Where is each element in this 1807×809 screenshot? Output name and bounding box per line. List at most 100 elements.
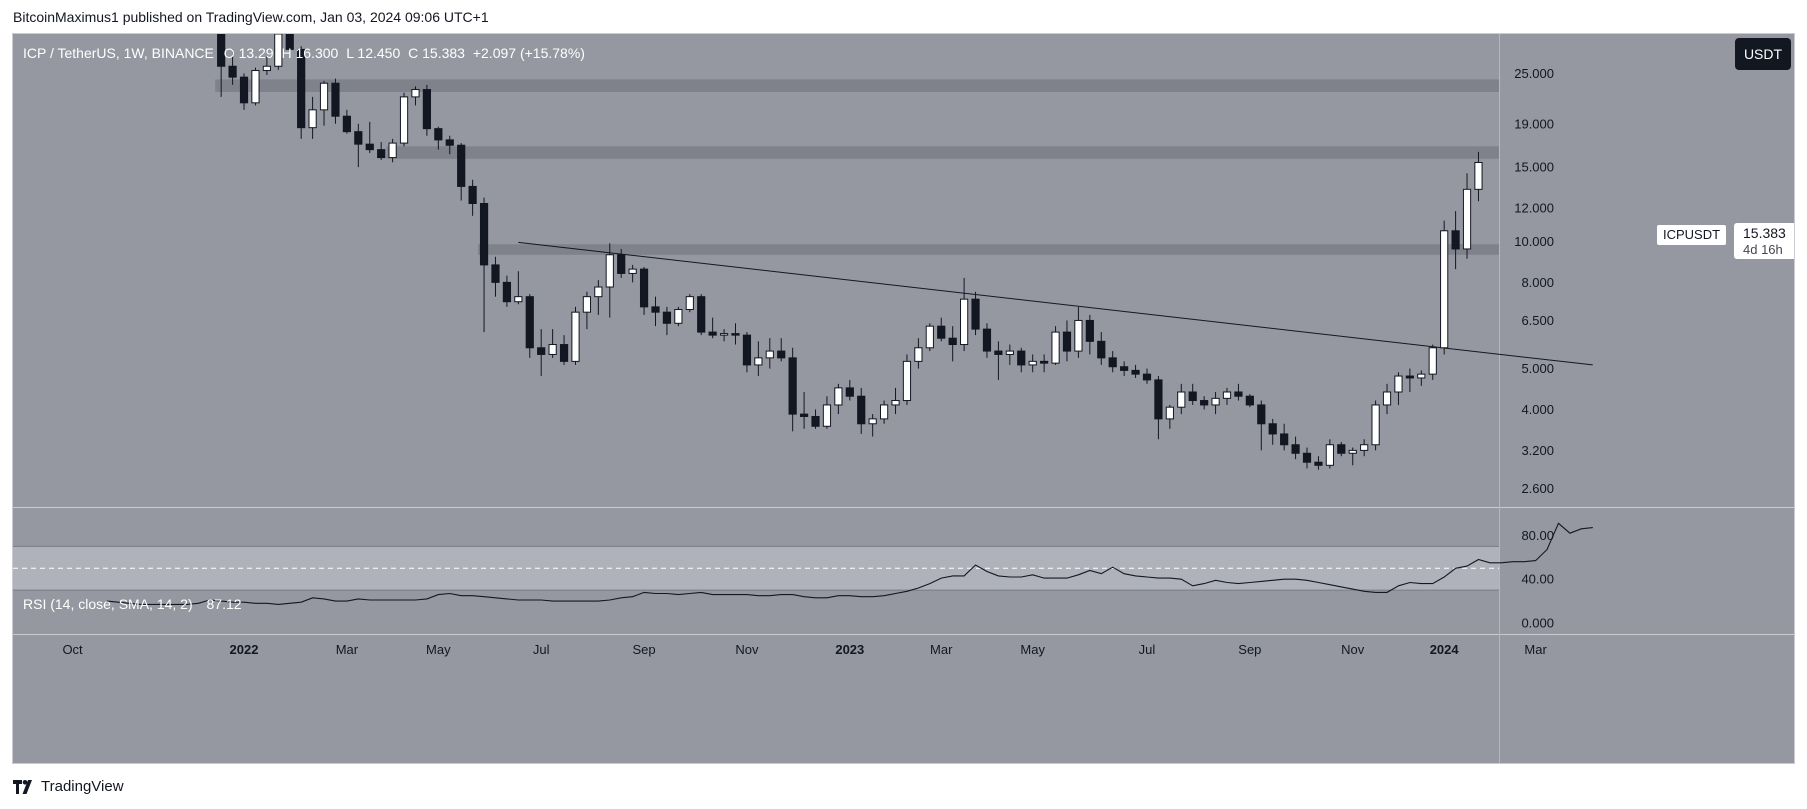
candle-down [1085,319,1094,342]
legend-high-label: H [281,45,292,61]
price-tick-label: 2.600 [1521,481,1554,496]
rsi-line [106,522,1593,605]
candle-down [708,331,717,336]
candle-down [1405,375,1414,379]
candle-down [285,34,294,50]
time-tick-label: Jul [1139,642,1156,657]
candle-up [925,325,934,349]
candle-down [731,333,740,336]
candle-down [502,281,512,303]
price-tick-label: 6.500 [1521,313,1554,328]
candle-down [342,115,351,133]
candle-up [262,65,271,72]
candle-down [377,149,386,159]
candle-up [674,308,683,324]
candle-down [1188,391,1197,402]
time-tick-label: May [1020,642,1045,657]
price-legend: ICP / TetherUS, 1W, BINANCE O 13.29 H 16… [23,45,585,61]
candle-down [697,296,706,333]
candle-down [811,415,820,427]
candle-down [948,337,957,346]
candle-down [639,268,649,308]
currency-button[interactable]: USDT [1735,38,1791,70]
candle-down [354,131,363,145]
candle-down [857,395,866,425]
legend-low-value: 12.450 [357,45,401,61]
bar-countdown: 4d 16h [1743,242,1783,257]
candle-down [1154,379,1163,420]
footer-brand[interactable]: TradingView [13,778,124,795]
candle-down [1302,452,1312,463]
candle-up [594,286,603,298]
legend-close-value: 15.383 [422,45,465,61]
candle-up [1394,375,1403,393]
time-tick-label: Sep [632,642,655,657]
candle-up [605,254,614,288]
candle-up [1428,347,1437,375]
candle-down [651,306,660,313]
rsi-label[interactable]: RSI (14, close, SMA, 14, 2) [23,596,193,612]
price-tick-label: 4.000 [1521,402,1554,417]
legend-open-label: O [223,45,235,61]
time-tick-label: May [426,642,451,657]
candle-down [434,128,443,141]
rsi-tick-label: 0.000 [1521,616,1554,631]
footer-brand-text: TradingView [41,778,124,795]
price-tick-label: 15.000 [1514,160,1554,175]
price-tick-label: 8.000 [1521,275,1554,290]
candle-down [1062,331,1072,352]
candle-up [388,142,397,159]
candle-down [845,387,854,397]
candle-down [1268,423,1277,435]
candle-up [1028,360,1037,366]
price-tick-label: 3.200 [1521,443,1554,458]
last-price-value: 15.383 [1743,225,1786,241]
candle-down [1291,444,1300,454]
candle-up [1440,230,1449,349]
time-tick-label: 2022 [230,642,259,657]
price-tick-label: 25.000 [1514,66,1554,81]
candle-up [1211,397,1220,406]
candle-up [719,333,729,336]
candle-down [1040,360,1049,364]
candle-up [514,296,523,303]
candle-down [1337,444,1346,454]
time-tick-label: Nov [735,642,759,657]
candle-up [880,404,889,420]
rsi-legend: RSI (14, close, SMA, 14, 2) 87.12 [23,596,252,612]
time-tick-label: Mar [1524,642,1547,657]
time-tick-label: Oct [62,642,83,657]
candle-up [960,298,969,346]
candle-up [571,311,580,362]
candle-down [1257,404,1266,425]
candle-down [1131,369,1140,375]
candle-down [445,139,454,146]
price-tick-label: 5.000 [1521,361,1554,376]
time-tick-label: 2024 [1430,642,1460,657]
candle-down [1017,350,1026,366]
candle-up [754,357,763,366]
candle-down [1245,395,1254,406]
price-axis [1499,34,1794,634]
chart-canvas[interactable]: 25.000 19.000 15.000 12.000 10.000 8.000 6.500… [13,34,1795,764]
legend-symbol[interactable]: ICP / TetherUS, 1W, BINANCE [23,45,214,61]
candle-down [982,328,992,352]
candle-down [479,202,489,266]
price-tick-label: 10.000 [1514,234,1554,249]
candle-up [1177,391,1186,408]
candle-down [1234,391,1243,397]
price-tick-label: 12.000 [1514,201,1554,216]
candle-down [971,298,980,330]
time-tick-label: Sep [1238,642,1261,657]
candle-down [239,76,249,104]
candle-up [902,360,912,402]
rsi-tick-label: 40.00 [1521,572,1554,587]
chart-frame[interactable]: 25.000 19.000 15.000 12.000 10.000 8.000 6.500… [12,33,1795,764]
candle-down [297,48,306,129]
price-tick-label: 19.000 [1514,116,1554,131]
candle-up [834,387,843,406]
legend-open-value: 13.29 [238,45,274,61]
candle-up [1348,449,1357,454]
candle-down [777,350,786,359]
candle-up [914,347,923,362]
